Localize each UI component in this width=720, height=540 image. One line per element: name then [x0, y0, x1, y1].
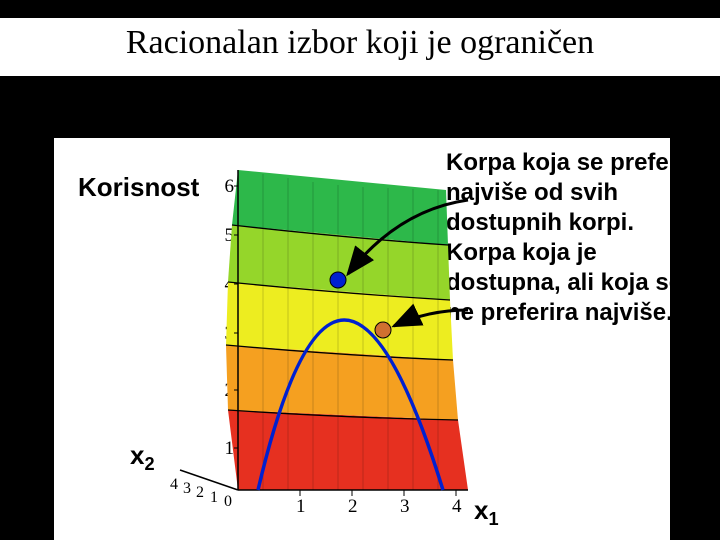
surface-band-bottom	[228, 410, 468, 490]
point-not-preferred	[375, 322, 391, 338]
surface-svg	[168, 170, 508, 530]
slide: Racionalan izbor koji je ograničen Koris…	[0, 0, 720, 540]
x2-axis-label: x2	[130, 440, 155, 475]
utility-surface-chart: 6 5 4 3 2 1 1 2 3 4 4 3 2 1 0	[168, 170, 468, 530]
slide-title: Racionalan izbor koji je ograničen	[0, 18, 720, 78]
x2-axis-line	[180, 470, 238, 490]
x1-ticks	[300, 490, 456, 496]
point-preferred	[330, 272, 346, 288]
